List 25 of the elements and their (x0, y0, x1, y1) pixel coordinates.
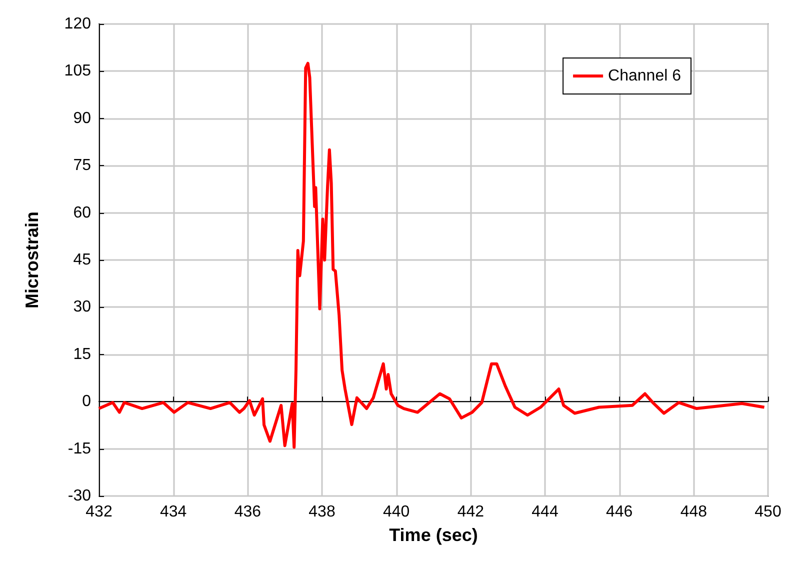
y-tick-label: 90 (73, 110, 92, 127)
y-tick-label: 105 (64, 62, 92, 80)
line-series (98, 62, 766, 449)
x-tick-label: 446 (606, 504, 633, 520)
x-tick-label: 438 (308, 504, 336, 520)
x-tick-label: 442 (457, 504, 484, 520)
x-axis-title: Time (sec) (389, 525, 478, 545)
x-tick-label: 444 (532, 504, 558, 520)
y-tick-label: -15 (68, 440, 92, 458)
x-tick-label: 432 (86, 504, 112, 520)
y-tick-label: -30 (68, 488, 92, 504)
x-tick-label: 448 (680, 504, 708, 520)
y-tick-label: 0 (82, 393, 92, 410)
y-tick-label: 60 (73, 204, 92, 222)
y-tick-label: 45 (73, 252, 92, 268)
x-tick-label: 440 (382, 504, 410, 520)
legend-label: Channel 6 (608, 68, 682, 84)
x-tick-label: 434 (160, 504, 187, 520)
y-tick-label: 120 (64, 16, 92, 32)
x-tick-label: 436 (234, 504, 262, 520)
x-tick-label: 450 (754, 504, 782, 520)
y-tick-label: 75 (73, 157, 92, 174)
y-tick-label: 30 (73, 298, 92, 316)
y-tick-label: 15 (73, 346, 92, 363)
y-axis-title: Microstrain (22, 211, 42, 309)
